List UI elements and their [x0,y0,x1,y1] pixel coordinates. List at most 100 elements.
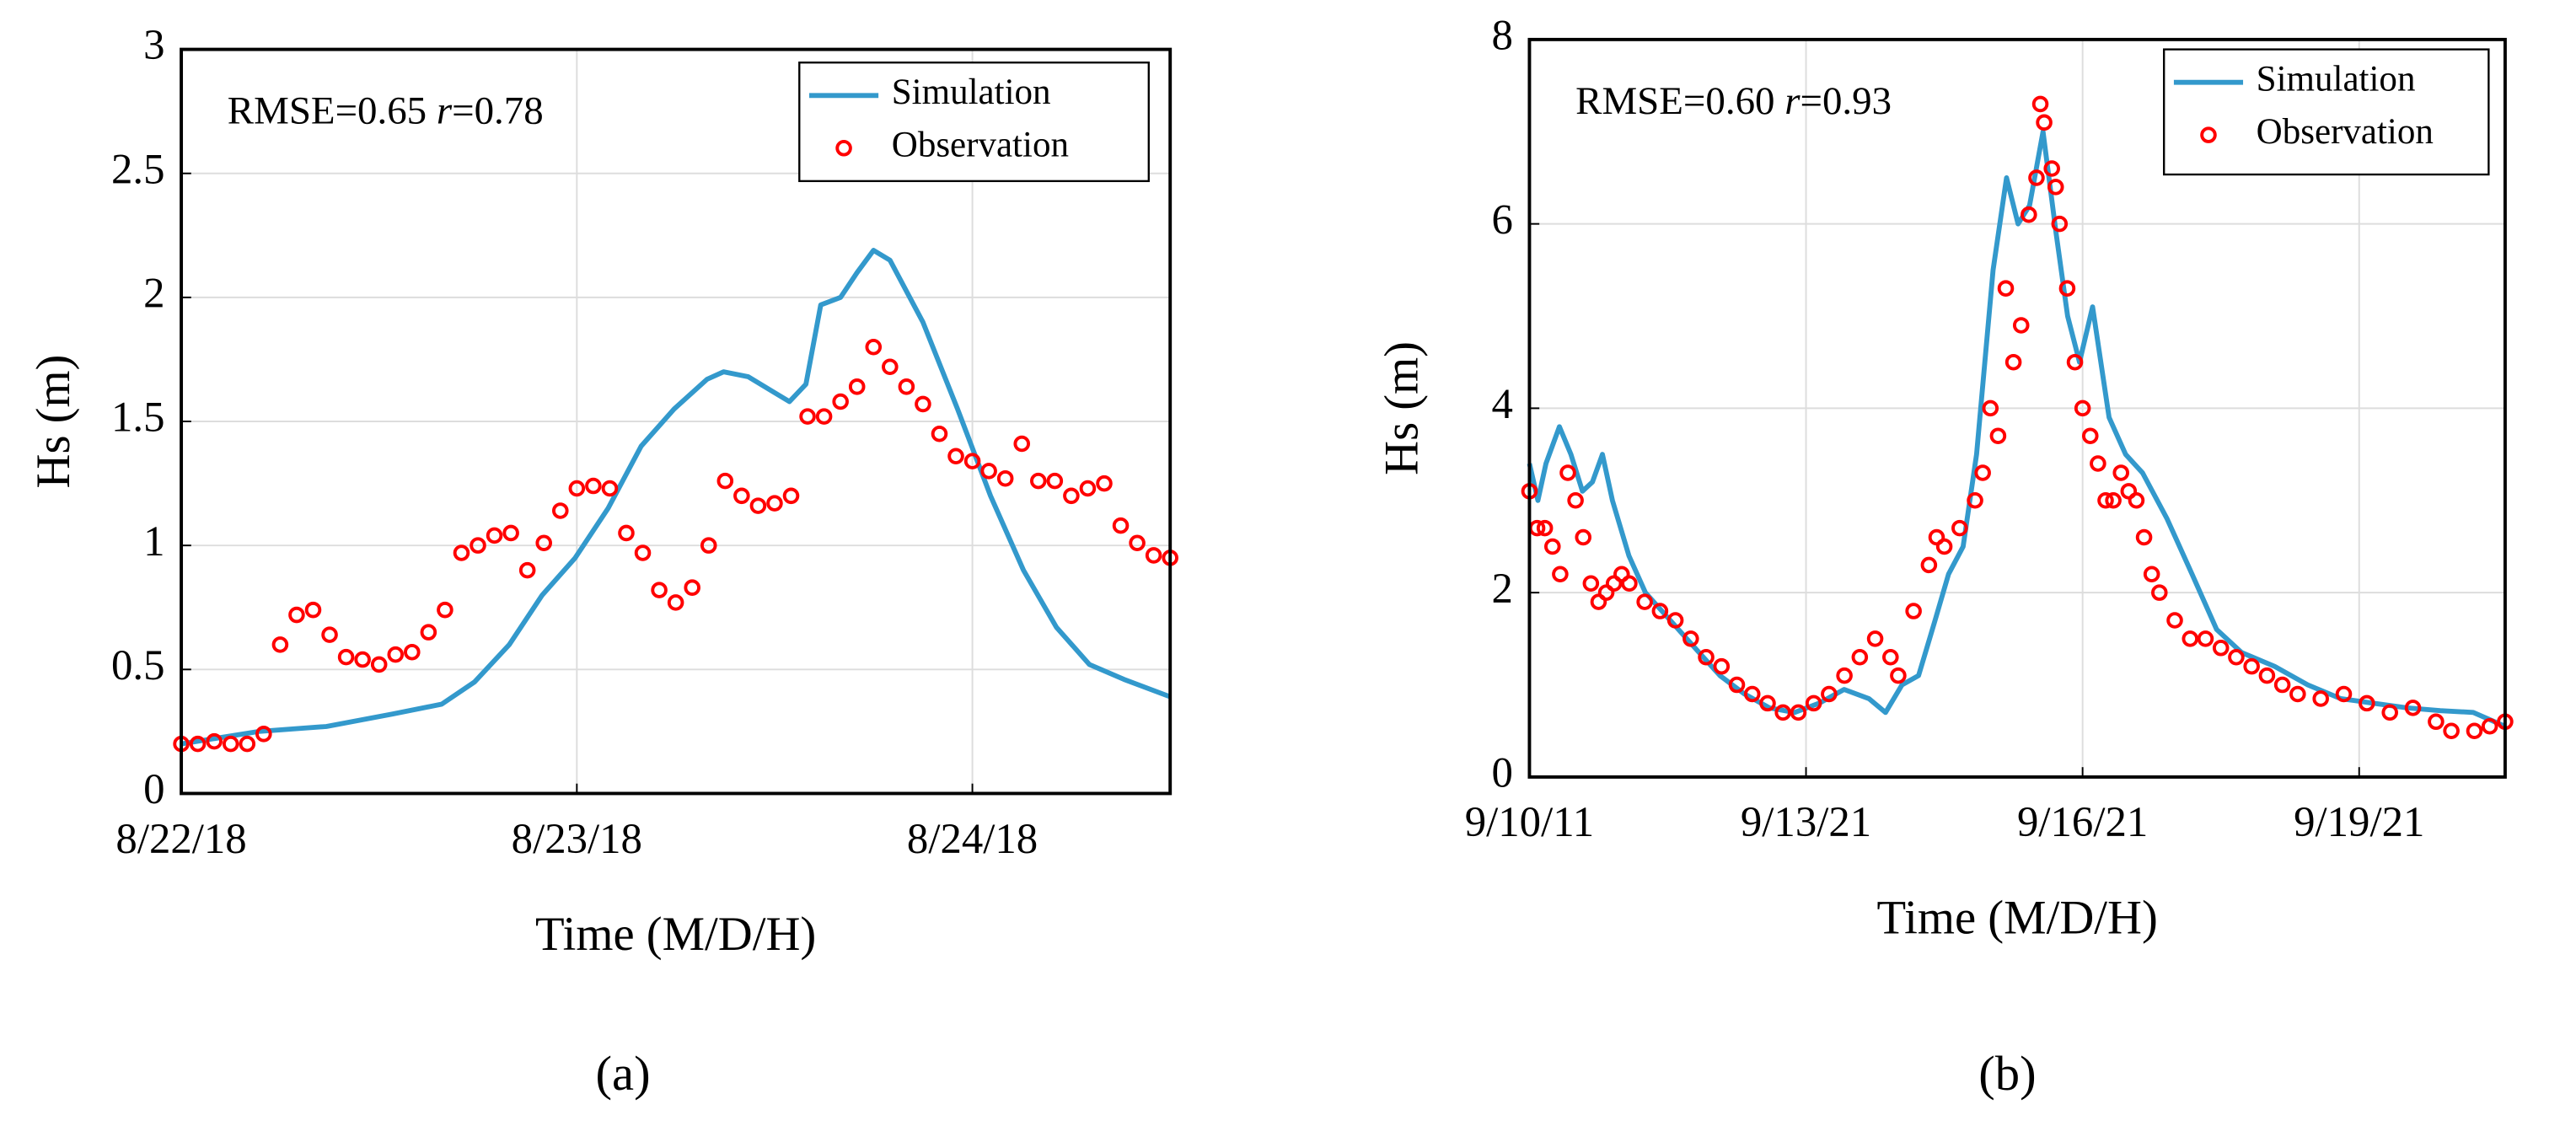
observation-marker [865,338,883,356]
observation-marker [387,646,405,663]
x-tick-label: 8/23/18 [512,815,642,862]
observation-marker [1544,538,1561,555]
legend-box [2163,48,2490,176]
observation-marker [2166,612,2183,629]
observation-marker [1713,657,1731,675]
observation-marker [2112,464,2129,481]
observation-marker [206,732,223,750]
observation-marker [321,626,338,643]
observation-marker [535,534,552,551]
observation-marker [1989,427,2007,444]
observation-marker [980,463,997,480]
observation-marker [437,601,453,619]
annotation-part: =0.78 [452,89,544,133]
legend-label: Simulation [892,72,1051,112]
observation-marker [1882,648,1899,666]
observation-marker [1145,547,1162,564]
observation-marker [1790,704,1807,721]
observation-marker [2021,206,2037,223]
observation-marker [2143,566,2160,583]
observation-marker [2097,492,2114,509]
observation-marker [568,480,586,497]
observation-marker [782,487,800,505]
observation-marker [404,643,421,661]
x-axis-label: Time (M/D/H) [535,909,816,961]
observation-marker [1582,575,1600,592]
observation-marker [2335,685,2353,703]
observation-marker [420,624,437,641]
y-tick-label: 2 [143,270,164,317]
y-axis-label: Hs (m) [28,355,80,489]
observation-marker [1997,280,2015,297]
y-tick-label: 2.5 [111,145,165,192]
observation-marker [1728,676,1746,694]
observation-marker [651,582,668,598]
observation-marker [1129,534,1146,551]
observation-marker [2151,584,2168,601]
observation-marker [288,606,305,624]
observation-marker [2012,317,2030,334]
observation-marker [502,524,519,542]
annotation-part: r [437,89,453,133]
observation-marker [2197,630,2214,647]
observation-marker [2047,179,2064,196]
observation-marker [2381,704,2398,721]
legend-label: Observation [2257,112,2434,152]
observation-marker [2312,690,2329,707]
observation-marker [1112,517,1130,534]
observation-marker [1046,472,1064,490]
observation-marker [189,735,207,753]
x-tick-label: 9/16/21 [2017,798,2148,845]
observation-marker [271,636,289,653]
observation-marker [551,502,569,519]
plot-frame [1527,37,2507,779]
observation-marker [585,477,602,495]
observation-marker [618,524,635,542]
observation-marker [1821,685,1838,703]
observation-marker [1698,648,1715,666]
observation-marker [882,358,899,376]
observation-marker [1536,519,1554,537]
observation-marker [915,395,931,413]
observation-marker [222,735,239,753]
legend-label: Simulation [2257,60,2416,99]
observation-marker [1890,667,1907,684]
observation-marker [2359,694,2375,712]
observation-marker [2043,160,2060,177]
y-tick-label: 3 [143,21,164,68]
observation-marker [2212,640,2230,657]
simulation-line [1527,129,2507,729]
observation-marker [486,527,503,544]
observation-marker [337,648,355,666]
observation-marker [2031,95,2049,113]
x-tick-label: 8/24/18 [907,815,1038,862]
observation-marker [1030,472,1047,490]
observation-marker [667,594,684,611]
y-tick-label: 0.5 [111,641,165,689]
observation-marker [733,487,750,505]
observation-marker [700,537,717,554]
observation-marker [2273,676,2291,694]
y-tick-label: 4 [1491,380,1512,427]
observation-marker [1967,492,1983,509]
observation-marker [1866,630,1884,647]
y-tick-label: 1.5 [111,394,165,441]
observation-marker [931,425,948,442]
observation-marker [453,544,470,561]
observation-marker [518,561,536,579]
observation-marker [832,393,849,410]
observation-marker [1935,538,1953,555]
observation-marker [963,453,981,469]
observation-marker [947,448,964,464]
observation-marker [2028,169,2045,186]
panel-label: (a) [596,1046,651,1101]
observation-marker [1851,648,1869,666]
observation-marker [2404,700,2422,716]
observation-marker [2466,722,2483,739]
simulation-line [180,248,1172,747]
observation-marker [1621,575,1638,592]
x-tick-label: 8/22/18 [115,815,246,862]
observation-marker [601,480,619,497]
